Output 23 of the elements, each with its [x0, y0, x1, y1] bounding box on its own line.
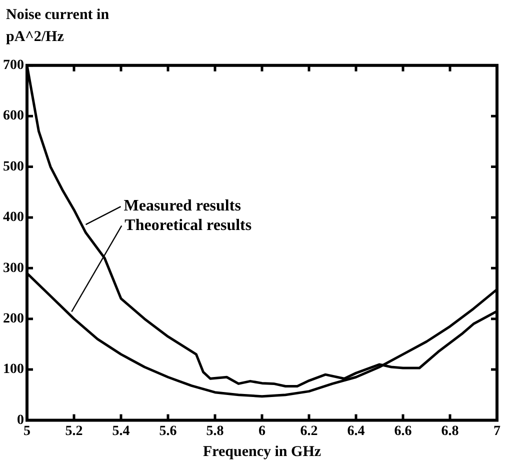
y-tick-label: 200 — [3, 311, 24, 326]
annotation: Measured results — [124, 198, 241, 215]
y-tick-label: 100 — [3, 362, 24, 378]
x-tick-label: 6.8 — [441, 424, 459, 440]
x-tick-label: 7 — [494, 424, 500, 440]
y-tick-label: 0 — [17, 412, 24, 428]
annotation: Theoretical results — [124, 216, 252, 234]
y-axis-title: Noise current in pA^2/Hz — [6, 6, 110, 47]
x-tick-label: 6.4 — [347, 424, 365, 440]
x-tick-label: 5.4 — [112, 424, 130, 440]
y-tick-label: 700 — [3, 58, 24, 74]
y-tick-label: 300 — [3, 260, 24, 276]
x-tick-label: 5.8 — [206, 424, 224, 440]
x-tick-label: 6.2 — [300, 424, 318, 440]
y-tick-label: 400 — [3, 210, 24, 226]
y-tick-label: 600 — [3, 108, 24, 124]
x-tick-label: 5 — [24, 424, 30, 440]
x-axis-title: Frequency in GHz — [202, 444, 322, 460]
x-tick-label: 5.2 — [65, 424, 83, 440]
x-tick-label: 5.6 — [159, 424, 177, 440]
x-tick-label: 6 — [258, 424, 266, 440]
y-tick-label: 500 — [3, 159, 24, 174]
x-tick-label: 6.6 — [394, 424, 412, 440]
